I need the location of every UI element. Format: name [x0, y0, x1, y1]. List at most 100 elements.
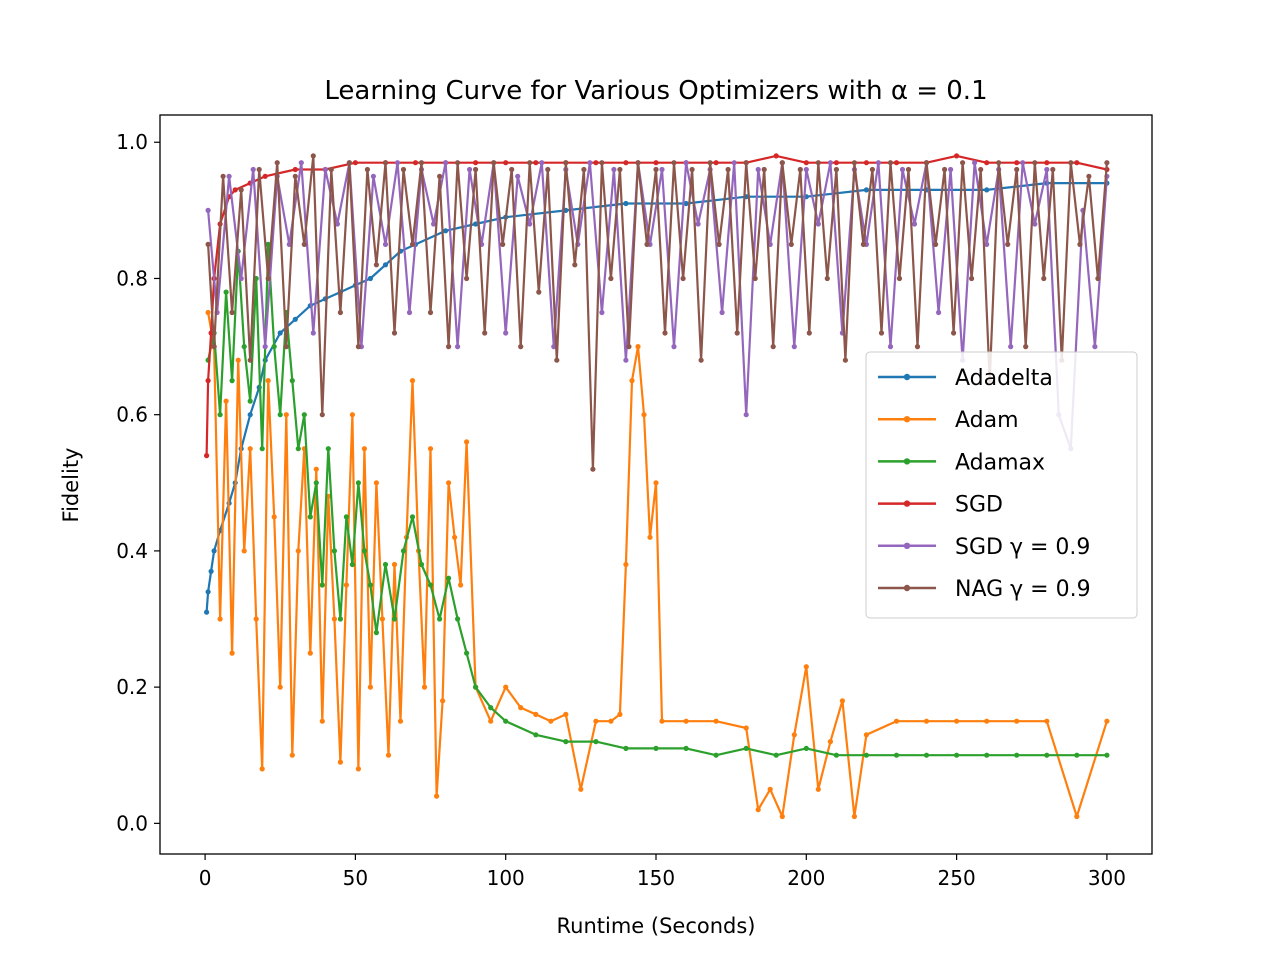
- y-tick-label: 0.6: [116, 403, 148, 427]
- data-point-nag-0-9: [752, 275, 758, 282]
- data-point-nag-0-9: [1077, 241, 1083, 247]
- data-point-nag-0-9: [1086, 173, 1092, 179]
- data-point-adam: [851, 813, 858, 820]
- data-point-nag-0-9: [373, 262, 379, 268]
- data-point-adam: [839, 698, 846, 704]
- data-point-adam: [440, 698, 446, 704]
- data-point-sgd-0-9: [719, 309, 725, 316]
- data-point-nag-0-9: [833, 166, 840, 173]
- data-point-adadelta: [211, 548, 217, 554]
- data-point-sgd-0-9: [936, 309, 942, 316]
- data-point-nag-0-9: [1104, 160, 1110, 166]
- data-point-adam: [464, 439, 470, 445]
- data-point-sgd-0-9: [683, 160, 689, 166]
- y-tick-label: 0.2: [116, 675, 148, 699]
- legend-swatch-marker: [903, 416, 911, 423]
- data-point-adamax: [217, 412, 223, 418]
- data-point-adamax: [954, 752, 960, 758]
- data-point-adamax: [863, 752, 870, 758]
- data-point-adamax: [1014, 752, 1020, 758]
- data-point-adam: [385, 752, 392, 758]
- data-point-adam: [277, 684, 283, 690]
- data-point-sgd-0-9: [382, 241, 389, 247]
- data-point-sgd: [863, 160, 870, 166]
- data-point-adam: [434, 793, 440, 799]
- legend-entry-sgd: SGD: [878, 493, 1003, 518]
- data-point-adam: [1074, 813, 1080, 820]
- data-point-nag-0-9: [860, 241, 867, 247]
- y-tick-label: 0.0: [116, 811, 148, 835]
- data-point-sgd-0-9: [984, 241, 990, 247]
- data-point-adam: [1104, 718, 1110, 724]
- data-point-adam: [743, 725, 749, 731]
- data-point-adadelta: [208, 568, 214, 574]
- legend: Adadelta Adam Adamax SGD SGD γ = 0.9 NAG γ = …: [865, 351, 1138, 619]
- data-point-adam: [421, 684, 428, 690]
- data-point-nag-0-9: [644, 241, 650, 247]
- data-point-nag-0-9: [626, 344, 632, 350]
- data-point-nag-0-9: [824, 275, 830, 282]
- data-point-adam: [313, 466, 319, 472]
- x-tick-label: 50: [343, 866, 368, 890]
- data-point-nag-0-9: [770, 344, 776, 350]
- data-point-adamax: [259, 446, 265, 452]
- data-point-adam: [503, 684, 509, 690]
- data-point-adam: [533, 711, 539, 718]
- data-point-nag-0-9: [382, 160, 389, 166]
- data-point-nag-0-9: [437, 173, 443, 179]
- data-point-adam: [319, 718, 325, 724]
- data-point-nag-0-9: [815, 160, 821, 166]
- legend-label: NAG γ = 0.9: [955, 577, 1091, 602]
- data-point-adam: [647, 534, 653, 540]
- data-point-nag-0-9: [418, 160, 425, 166]
- data-point-sgd: [713, 160, 719, 166]
- legend-swatch-marker: [903, 373, 911, 381]
- data-point-nag-0-9: [996, 160, 1002, 166]
- data-point-sgd-0-9: [431, 221, 437, 227]
- data-point-adam: [767, 786, 773, 792]
- legend-label: Adadelta: [955, 366, 1053, 391]
- data-point-sgd-0-9: [334, 221, 340, 227]
- data-point-adamax: [361, 548, 367, 554]
- data-point-sgd-0-9: [1032, 221, 1038, 227]
- data-point-adam: [1044, 718, 1050, 724]
- data-point-adamax: [773, 752, 779, 758]
- data-point-sgd-0-9: [226, 173, 232, 179]
- data-point-adamax: [437, 616, 443, 622]
- data-point-nag-0-9: [256, 166, 262, 173]
- x-tick-label: 300: [1088, 866, 1126, 890]
- data-point-adam: [217, 616, 223, 622]
- x-axis: 0 50 100 150 200 250 300: [199, 854, 1126, 890]
- data-point-nag-0-9: [337, 309, 343, 316]
- data-point-adamax: [455, 616, 461, 622]
- legend-label: SGD γ = 0.9: [955, 535, 1090, 560]
- data-point-sgd-0-9: [467, 166, 473, 173]
- data-point-adam: [623, 561, 629, 568]
- data-point-adamax: [623, 745, 629, 752]
- data-point-nag-0-9: [1032, 160, 1038, 166]
- legend-label: Adam: [955, 408, 1019, 433]
- data-point-adamax: [1104, 752, 1110, 758]
- data-point-nag-0-9: [292, 173, 298, 179]
- data-point-adam: [247, 446, 253, 452]
- data-point-adam: [683, 718, 689, 724]
- data-point-nag-0-9: [1050, 166, 1056, 173]
- data-point-adamax: [325, 446, 331, 452]
- data-point-sgd-0-9: [695, 221, 701, 227]
- data-point-adam: [289, 752, 295, 758]
- data-point-adadelta: [367, 275, 373, 282]
- data-point-nag-0-9: [788, 241, 794, 247]
- legend-swatch-marker: [903, 542, 911, 549]
- data-point-adadelta: [623, 200, 629, 207]
- x-tick-label: 0: [199, 866, 212, 890]
- data-point-adam: [923, 718, 930, 724]
- data-point-sgd: [232, 187, 238, 193]
- data-point-adamax: [683, 745, 689, 752]
- data-point-adam: [815, 786, 821, 792]
- data-point-nag-0-9: [779, 160, 785, 166]
- data-point-nag-0-9: [887, 160, 894, 166]
- data-point-nag-0-9: [563, 160, 569, 166]
- data-point-adam: [863, 732, 870, 738]
- x-tick-label: 250: [938, 866, 976, 890]
